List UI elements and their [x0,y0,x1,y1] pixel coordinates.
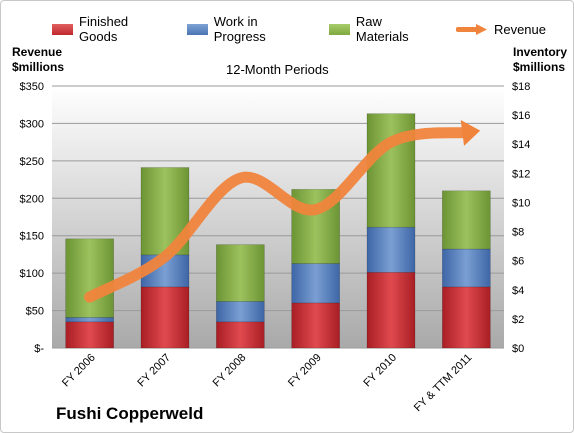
left-tick-label: $300 [20,118,44,130]
right-tick-label: $14 [512,139,530,151]
right-axis-ticks: $0 $2 $4 $6 $8 $10 $12 $14 $16 $18 [512,81,530,355]
work-in-progress-bar [366,226,416,273]
right-tick-label: $0 [512,343,524,355]
legend-label-finished-goods: Finished Goods [79,14,129,44]
right-tick-label: $8 [512,227,524,239]
plot-area [52,86,504,348]
left-tick-label: $- [34,343,44,355]
revenue-arrow-head [460,120,481,146]
right-axis-title-line1: Inventory [513,45,568,59]
right-tick-label: $18 [512,81,530,93]
legend-item-raw-materials: Raw Materials [328,14,428,44]
right-axis-title: Inventory $millions [513,45,567,75]
legend-label-revenue: Revenue [493,21,546,37]
x-tick-label: FY 2008 [211,352,249,390]
right-axis-title-line2: $millions [513,60,566,74]
left-axis-title-line2: $millions [12,60,65,74]
right-tick-label: $12 [512,168,530,180]
legend-label-work-in-progress: Work in Progress [213,14,266,44]
legend: Finished Goods Work in Progress Raw Mate… [52,14,574,44]
left-tick-label: $200 [20,193,44,205]
work-in-progress-bar [442,248,491,288]
finished-goods-bar [65,321,114,349]
work-in-progress-bar [65,317,114,323]
gridlines [52,85,504,349]
right-tick-label: $10 [512,197,530,209]
x-tick-label: FY 2009 [286,352,324,390]
company-name: Fushi Copperweld [56,404,204,423]
left-tick-label: $250 [20,156,44,168]
finished-goods-bar [140,286,190,349]
finished-goods-bar [291,302,340,349]
raw-materials-swatch [328,23,350,35]
legend-label-raw-materials: Raw Materials [355,14,409,44]
x-tick-label: FY 2007 [135,352,173,390]
right-tick-label: $6 [512,256,524,268]
raw-materials-bar [442,190,491,250]
left-tick-label: $350 [20,81,44,93]
work-in-progress-bar [291,263,340,304]
finished-goods-bar [216,321,265,349]
left-tick-label: $50 [26,306,44,318]
work-in-progress-bar [216,301,265,323]
x-tick-label: FY 2010 [361,352,399,390]
left-axis-ticks: $- $50 $100 $150 $200 $250 $300 $350 [20,81,45,355]
work-in-progress-swatch [186,23,208,35]
raw-materials-bar [65,238,114,318]
right-tick-label: $16 [512,110,530,122]
left-tick-label: $150 [20,231,44,243]
plot-title: 12-Month Periods [226,62,329,77]
finished-goods-bar [442,286,491,349]
x-tick-label: FY & TTM 2011 [412,352,475,415]
left-axis-title: Revenue $millions [12,45,64,75]
left-axis-title-line1: Revenue [12,45,63,59]
raw-materials-bar [216,244,265,302]
x-tick-label: FY 2006 [60,352,98,390]
right-tick-label: $2 [512,314,524,326]
revenue-legend-arrow-icon [455,23,487,35]
legend-item-finished-goods: Finished Goods [52,14,159,44]
legend-item-revenue: Revenue [455,21,546,37]
legend-item-work-in-progress: Work in Progress [186,14,301,44]
revenue-line-path [84,126,472,303]
finished-goods-bar [366,272,416,349]
finished-goods-swatch [52,23,74,35]
revenue-line [84,120,481,303]
left-tick-label: $100 [20,268,44,280]
right-tick-label: $4 [512,285,524,297]
